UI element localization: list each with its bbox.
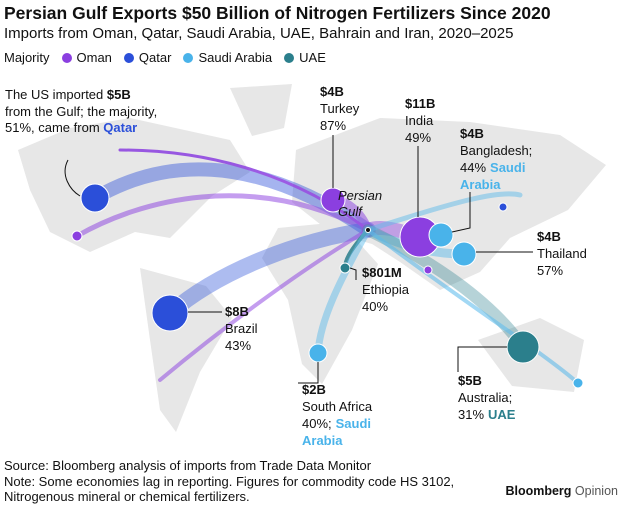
bubbles xyxy=(71,183,584,389)
legend-swatch xyxy=(123,52,134,63)
subtitle: Imports from Oman, Qatar, Saudi Arabia, … xyxy=(4,25,514,42)
share: 40%; xyxy=(302,416,332,431)
place: Thailand xyxy=(537,246,587,261)
annotation: $8B Brazil 43% xyxy=(225,303,307,354)
legend-name: UAE xyxy=(299,50,326,65)
annotation: $4B Thailand 57% xyxy=(537,228,619,279)
legend-label: Majority xyxy=(4,50,50,65)
annotation: $11B India 49% xyxy=(405,95,487,146)
legend-name: Saudi Arabia xyxy=(198,50,273,65)
majority: Saudi Arabia xyxy=(460,160,526,192)
place: South Africa xyxy=(302,399,373,414)
amount: $11B xyxy=(405,96,436,111)
legend-swatch xyxy=(284,52,295,63)
place: Turkey xyxy=(320,101,360,116)
annotation: $2B South Africa 40%; Saudi Arabia xyxy=(302,381,384,449)
place: Brazil xyxy=(225,321,258,336)
logo-brand: Bloomberg xyxy=(505,484,572,498)
share: 49% xyxy=(405,130,432,145)
note-text: The US imported xyxy=(5,87,104,102)
share: 87% xyxy=(320,118,347,133)
share: 31% xyxy=(458,407,485,422)
place: Australia; xyxy=(458,390,513,405)
amount: $5B xyxy=(458,373,482,388)
amount: $8B xyxy=(225,304,249,319)
legend-item: UAE xyxy=(284,50,326,65)
legend: Majority Oman Qatar Saudi Arabia UAE xyxy=(4,50,326,65)
majority: Saudi Arabia xyxy=(302,416,372,448)
logo-product: Opinion xyxy=(574,484,618,498)
annotation: $801M Ethiopia 40% xyxy=(362,264,444,315)
place: Ethiopia xyxy=(362,282,409,297)
note-majority: Qatar xyxy=(103,120,138,135)
legend-swatch xyxy=(61,52,72,63)
place: Bangladesh; xyxy=(460,143,533,158)
annotation: $4B Bangladesh; 44% Saudi Arabia xyxy=(460,125,542,193)
majority: UAE xyxy=(488,407,516,422)
leader-lines xyxy=(64,135,533,384)
logo: Bloomberg Opinion xyxy=(505,484,618,498)
legend-swatch xyxy=(183,52,194,63)
share: 57% xyxy=(537,263,564,278)
note-amount: $5B xyxy=(106,87,131,102)
legend-name: Qatar xyxy=(138,50,172,65)
legend-item: Oman xyxy=(61,50,112,65)
share: 43% xyxy=(225,338,252,353)
legend-item: Saudi Arabia xyxy=(183,50,272,65)
legend-name: Oman xyxy=(76,50,112,65)
amount: $4B xyxy=(460,126,484,141)
note-text: from the Gulf; the majority, xyxy=(5,103,158,119)
amount: $801M xyxy=(362,265,402,280)
place: India xyxy=(405,113,434,128)
legend-item: Qatar xyxy=(123,50,172,65)
amount: $2B xyxy=(302,382,326,397)
annotation: $4B Turkey 87% xyxy=(320,83,402,134)
amount: $4B xyxy=(320,84,344,99)
amount: $4B xyxy=(537,229,561,244)
source: Source: Bloomberg analysis of imports fr… xyxy=(4,458,372,473)
share: 44% xyxy=(460,160,487,175)
share: 40% xyxy=(362,299,389,314)
note: Note: Some economies lag in reporting. F… xyxy=(4,473,455,505)
footnote: Source: Bloomberg analysis of imports fr… xyxy=(4,458,474,505)
note-text: 51%, came from xyxy=(5,120,100,135)
us-note: The US imported $5B from the Gulf; the m… xyxy=(5,87,157,137)
title: Persian Gulf Exports $50 Billion of Nitr… xyxy=(4,3,551,23)
hub-label: Persian Gulf xyxy=(338,188,383,219)
annotation: $5B Australia; 31% UAE xyxy=(458,372,540,423)
